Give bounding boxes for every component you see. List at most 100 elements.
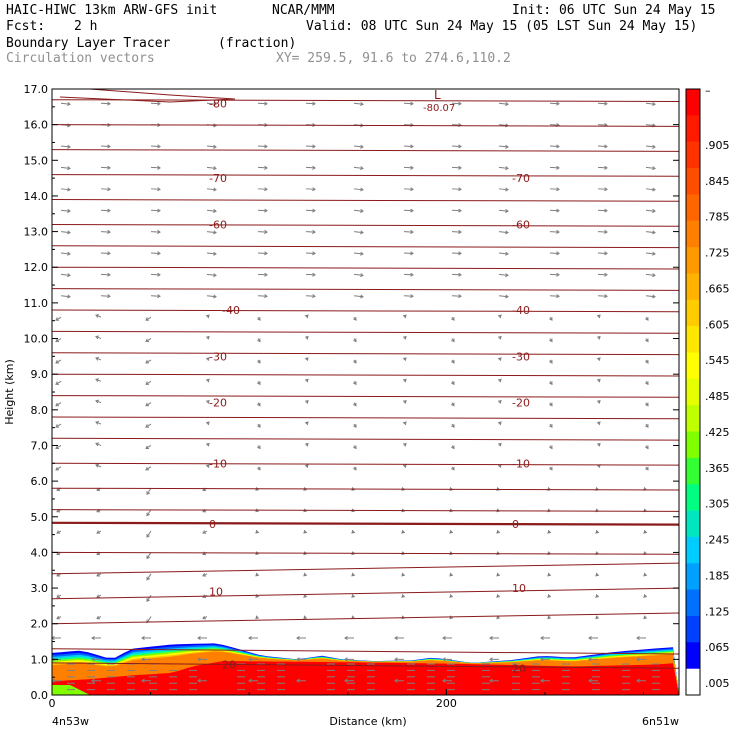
vector-arrow (206, 252, 217, 255)
vector-head (497, 378, 502, 383)
vector-head (257, 381, 261, 386)
vector-arrow (451, 124, 462, 126)
vector-arrow (597, 124, 608, 126)
vector-arrow (353, 231, 364, 234)
vector-head (458, 144, 462, 149)
vector-head (157, 187, 161, 192)
isotherm-line (51, 437, 680, 441)
vector-arrow (55, 359, 62, 364)
vector-arrow (60, 252, 71, 255)
vector-head (95, 463, 99, 468)
vector-head (303, 594, 308, 598)
vector-arrow (597, 188, 608, 190)
y-tick-label: 2.0 (31, 618, 49, 631)
vector-head (205, 442, 210, 447)
vector-head (157, 272, 161, 277)
vector-head (353, 338, 357, 343)
vector-head (67, 166, 71, 171)
vector-arrow (150, 166, 161, 169)
vector-arrow (645, 145, 656, 148)
axes: 0.0 1.0 2.0 3.0 4.0 5.0 6.0 7.0 8.0 9.0 10.0 11.0 12… (24, 83, 679, 710)
vector-arrow (146, 487, 152, 495)
vector-head (145, 317, 150, 321)
vector-arrow (353, 252, 364, 255)
isotherm-label: -30 (209, 350, 227, 363)
vector-head (107, 272, 111, 277)
y-tick-label: 13.0 (24, 226, 49, 239)
colorbar-swatch (686, 220, 700, 248)
vector-head (636, 678, 640, 683)
vector-head (394, 678, 398, 683)
vector-arrow (549, 166, 560, 169)
vector-head (604, 144, 608, 149)
vector-head (141, 678, 145, 683)
vector-head (145, 424, 150, 428)
vector-head (95, 314, 99, 318)
vector-head (205, 400, 210, 404)
vector-head (636, 635, 640, 641)
vector-head (458, 272, 462, 277)
vector-head (312, 165, 316, 170)
vector-arrow (257, 166, 268, 169)
vector-arrow (451, 145, 462, 148)
vector-head (636, 657, 640, 662)
vector-arrow (206, 102, 217, 105)
vector-head (91, 678, 95, 683)
vectors-label: Circulation vectors (6, 51, 155, 66)
tracer-field (52, 643, 679, 695)
vector-head (55, 359, 60, 364)
vector-head (549, 466, 553, 471)
y-tick-label: 15.0 (24, 154, 49, 167)
vector-head (449, 529, 454, 534)
vector-head (146, 576, 150, 581)
vector-arrow (257, 209, 268, 212)
vector-arrow (305, 209, 316, 212)
vector-head (257, 424, 261, 428)
vector-arrow (145, 338, 152, 342)
vector-head (55, 338, 60, 343)
vector-arrow (498, 231, 509, 234)
vector-arrow (645, 102, 656, 105)
vector-arrow (498, 209, 509, 212)
vector-head (596, 357, 601, 361)
vector-head (56, 530, 61, 534)
vector-arrow (100, 209, 111, 212)
vector-arrow (145, 445, 152, 449)
vector-head (505, 294, 509, 299)
vector-arrow (451, 209, 462, 212)
vector-head (556, 101, 560, 106)
vector-head (157, 144, 161, 149)
vector-head (549, 381, 553, 386)
vector-arrow (451, 102, 462, 105)
colorbar-swatch (686, 247, 700, 274)
vector-arrow (305, 273, 316, 276)
colorbar-swatch (686, 352, 700, 380)
colorbar-label: .545 (705, 354, 730, 367)
vector-head (643, 529, 648, 534)
vector-head (344, 678, 348, 683)
vector-head (55, 381, 60, 385)
vector-head (264, 294, 268, 299)
vector-head (596, 335, 601, 340)
vector-arrow (60, 166, 71, 169)
vector-head (556, 272, 560, 277)
vector-head (264, 208, 268, 213)
field-unit: (fraction) (218, 36, 297, 51)
vector-head (596, 442, 601, 447)
colorbar-swatch (686, 141, 700, 169)
vector-head (67, 208, 71, 213)
vector-head (55, 317, 60, 321)
vector-head (496, 594, 501, 598)
vector-head (549, 445, 553, 450)
colorbar-swatch (686, 616, 700, 643)
vector-arrow (145, 359, 152, 364)
vector-head (157, 294, 161, 299)
vector-head (458, 165, 462, 170)
colorbar-label: .065 (705, 641, 730, 654)
colorbar-swatch (686, 431, 700, 459)
vector-head (449, 572, 454, 577)
vector-head (353, 466, 357, 471)
vector-head (146, 533, 150, 538)
vector-arrow (55, 402, 62, 407)
vector-head (304, 314, 309, 319)
